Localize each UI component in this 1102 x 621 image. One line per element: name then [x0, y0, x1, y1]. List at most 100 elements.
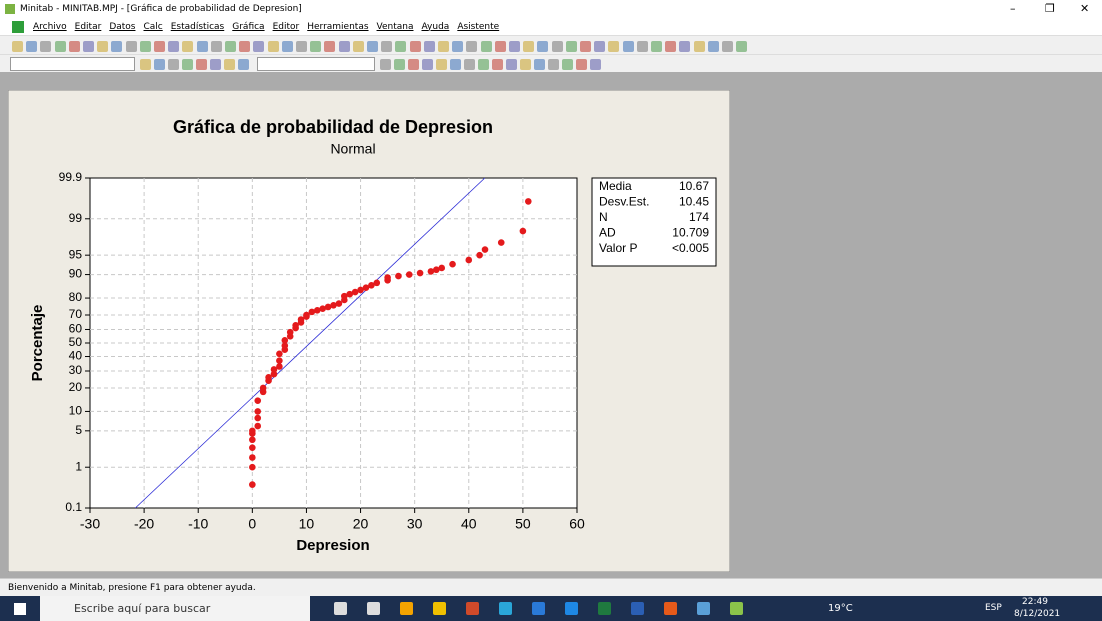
- toolbar-button[interactable]: [464, 59, 475, 70]
- toolbar-button[interactable]: [211, 41, 222, 52]
- toolbar-button[interactable]: [590, 59, 601, 70]
- toolbar-button[interactable]: [665, 41, 676, 52]
- toolbar-button[interactable]: [339, 41, 350, 52]
- toolbar-button[interactable]: [534, 59, 545, 70]
- toolbar-button[interactable]: [168, 59, 179, 70]
- toolbar-button[interactable]: [239, 41, 250, 52]
- menu-item[interactable]: Editar: [75, 22, 102, 32]
- start-button[interactable]: [14, 603, 26, 615]
- toolbar-button[interactable]: [381, 41, 392, 52]
- combo-box[interactable]: [257, 57, 375, 71]
- menu-item[interactable]: Datos: [109, 22, 135, 32]
- toolbar-button[interactable]: [395, 41, 406, 52]
- toolbar-button[interactable]: [495, 41, 506, 52]
- toolbar-button[interactable]: [438, 41, 449, 52]
- toolbar-button[interactable]: [552, 41, 563, 52]
- taskbar-app[interactable]: [433, 602, 446, 615]
- toolbar-button[interactable]: [210, 59, 221, 70]
- toolbar-button[interactable]: [69, 41, 80, 52]
- toolbar-button[interactable]: [537, 41, 548, 52]
- toolbar-button[interactable]: [623, 41, 634, 52]
- toolbar-button[interactable]: [140, 41, 151, 52]
- menu-item[interactable]: Herramientas: [307, 22, 368, 32]
- toolbar-button[interactable]: [637, 41, 648, 52]
- taskbar-app[interactable]: [532, 602, 545, 615]
- toolbar-button[interactable]: [466, 41, 477, 52]
- toolbar-button[interactable]: [40, 41, 51, 52]
- toolbar-button[interactable]: [224, 59, 235, 70]
- toolbar-button[interactable]: [509, 41, 520, 52]
- toolbar-button[interactable]: [424, 41, 435, 52]
- menu-item[interactable]: Gráfica: [232, 22, 264, 32]
- combo-box[interactable]: [10, 57, 135, 71]
- toolbar-button[interactable]: [450, 59, 461, 70]
- maximize-button[interactable]: ❐: [1045, 2, 1055, 15]
- toolbar-button[interactable]: [12, 41, 23, 52]
- toolbar-button[interactable]: [26, 41, 37, 52]
- toolbar-button[interactable]: [651, 41, 662, 52]
- toolbar-button[interactable]: [238, 59, 249, 70]
- toolbar-button[interactable]: [296, 41, 307, 52]
- toolbar-button[interactable]: [562, 59, 573, 70]
- menu-item[interactable]: Asistente: [457, 22, 499, 32]
- toolbar-button[interactable]: [111, 41, 122, 52]
- taskbar-app[interactable]: [466, 602, 479, 615]
- toolbar-button[interactable]: [736, 41, 747, 52]
- toolbar-button[interactable]: [83, 41, 94, 52]
- toolbar-button[interactable]: [394, 59, 405, 70]
- taskbar-app[interactable]: [565, 602, 578, 615]
- toolbar-button[interactable]: [422, 59, 433, 70]
- toolbar-button[interactable]: [520, 59, 531, 70]
- menu-item[interactable]: Ventana: [377, 22, 414, 32]
- toolbar-button[interactable]: [580, 41, 591, 52]
- toolbar-button[interactable]: [523, 41, 534, 52]
- toolbar-button[interactable]: [679, 41, 690, 52]
- taskbar-app[interactable]: [664, 602, 677, 615]
- toolbar-button[interactable]: [126, 41, 137, 52]
- toolbar-button[interactable]: [608, 41, 619, 52]
- menu-item[interactable]: Estadísticas: [171, 22, 225, 32]
- menu-item[interactable]: Editor: [273, 22, 300, 32]
- toolbar-button[interactable]: [310, 41, 321, 52]
- toolbar-button[interactable]: [353, 41, 364, 52]
- toolbar-button[interactable]: [481, 41, 492, 52]
- toolbar-button[interactable]: [380, 59, 391, 70]
- minimize-button[interactable]: –: [1010, 2, 1016, 15]
- toolbar-button[interactable]: [182, 41, 193, 52]
- toolbar-button[interactable]: [566, 41, 577, 52]
- toolbar-button[interactable]: [154, 59, 165, 70]
- toolbar-button[interactable]: [268, 41, 279, 52]
- taskbar-app[interactable]: [334, 602, 347, 615]
- toolbar-button[interactable]: [576, 59, 587, 70]
- toolbar-button[interactable]: [97, 41, 108, 52]
- toolbar-button[interactable]: [478, 59, 489, 70]
- toolbar-button[interactable]: [708, 41, 719, 52]
- search-box[interactable]: Escribe aquí para buscar: [40, 596, 310, 621]
- toolbar-button[interactable]: [594, 41, 605, 52]
- toolbar-button[interactable]: [408, 59, 419, 70]
- toolbar-button[interactable]: [154, 41, 165, 52]
- close-button[interactable]: ✕: [1080, 2, 1089, 15]
- taskbar-app[interactable]: [598, 602, 611, 615]
- taskbar-app[interactable]: [631, 602, 644, 615]
- menu-item[interactable]: Calc: [143, 22, 162, 32]
- toolbar-button[interactable]: [282, 41, 293, 52]
- toolbar-button[interactable]: [324, 41, 335, 52]
- toolbar-button[interactable]: [492, 59, 503, 70]
- taskbar-app[interactable]: [367, 602, 380, 615]
- toolbar-button[interactable]: [436, 59, 447, 70]
- toolbar-button[interactable]: [452, 41, 463, 52]
- menu-item[interactable]: Ayuda: [422, 22, 450, 32]
- toolbar-button[interactable]: [182, 59, 193, 70]
- toolbar-button[interactable]: [197, 41, 208, 52]
- toolbar-button[interactable]: [410, 41, 421, 52]
- toolbar-button[interactable]: [225, 41, 236, 52]
- toolbar-button[interactable]: [140, 59, 151, 70]
- toolbar-button[interactable]: [506, 59, 517, 70]
- toolbar-button[interactable]: [168, 41, 179, 52]
- toolbar-button[interactable]: [253, 41, 264, 52]
- toolbar-button[interactable]: [367, 41, 378, 52]
- toolbar-button[interactable]: [548, 59, 559, 70]
- taskbar-app[interactable]: [730, 602, 743, 615]
- taskbar-app[interactable]: [499, 602, 512, 615]
